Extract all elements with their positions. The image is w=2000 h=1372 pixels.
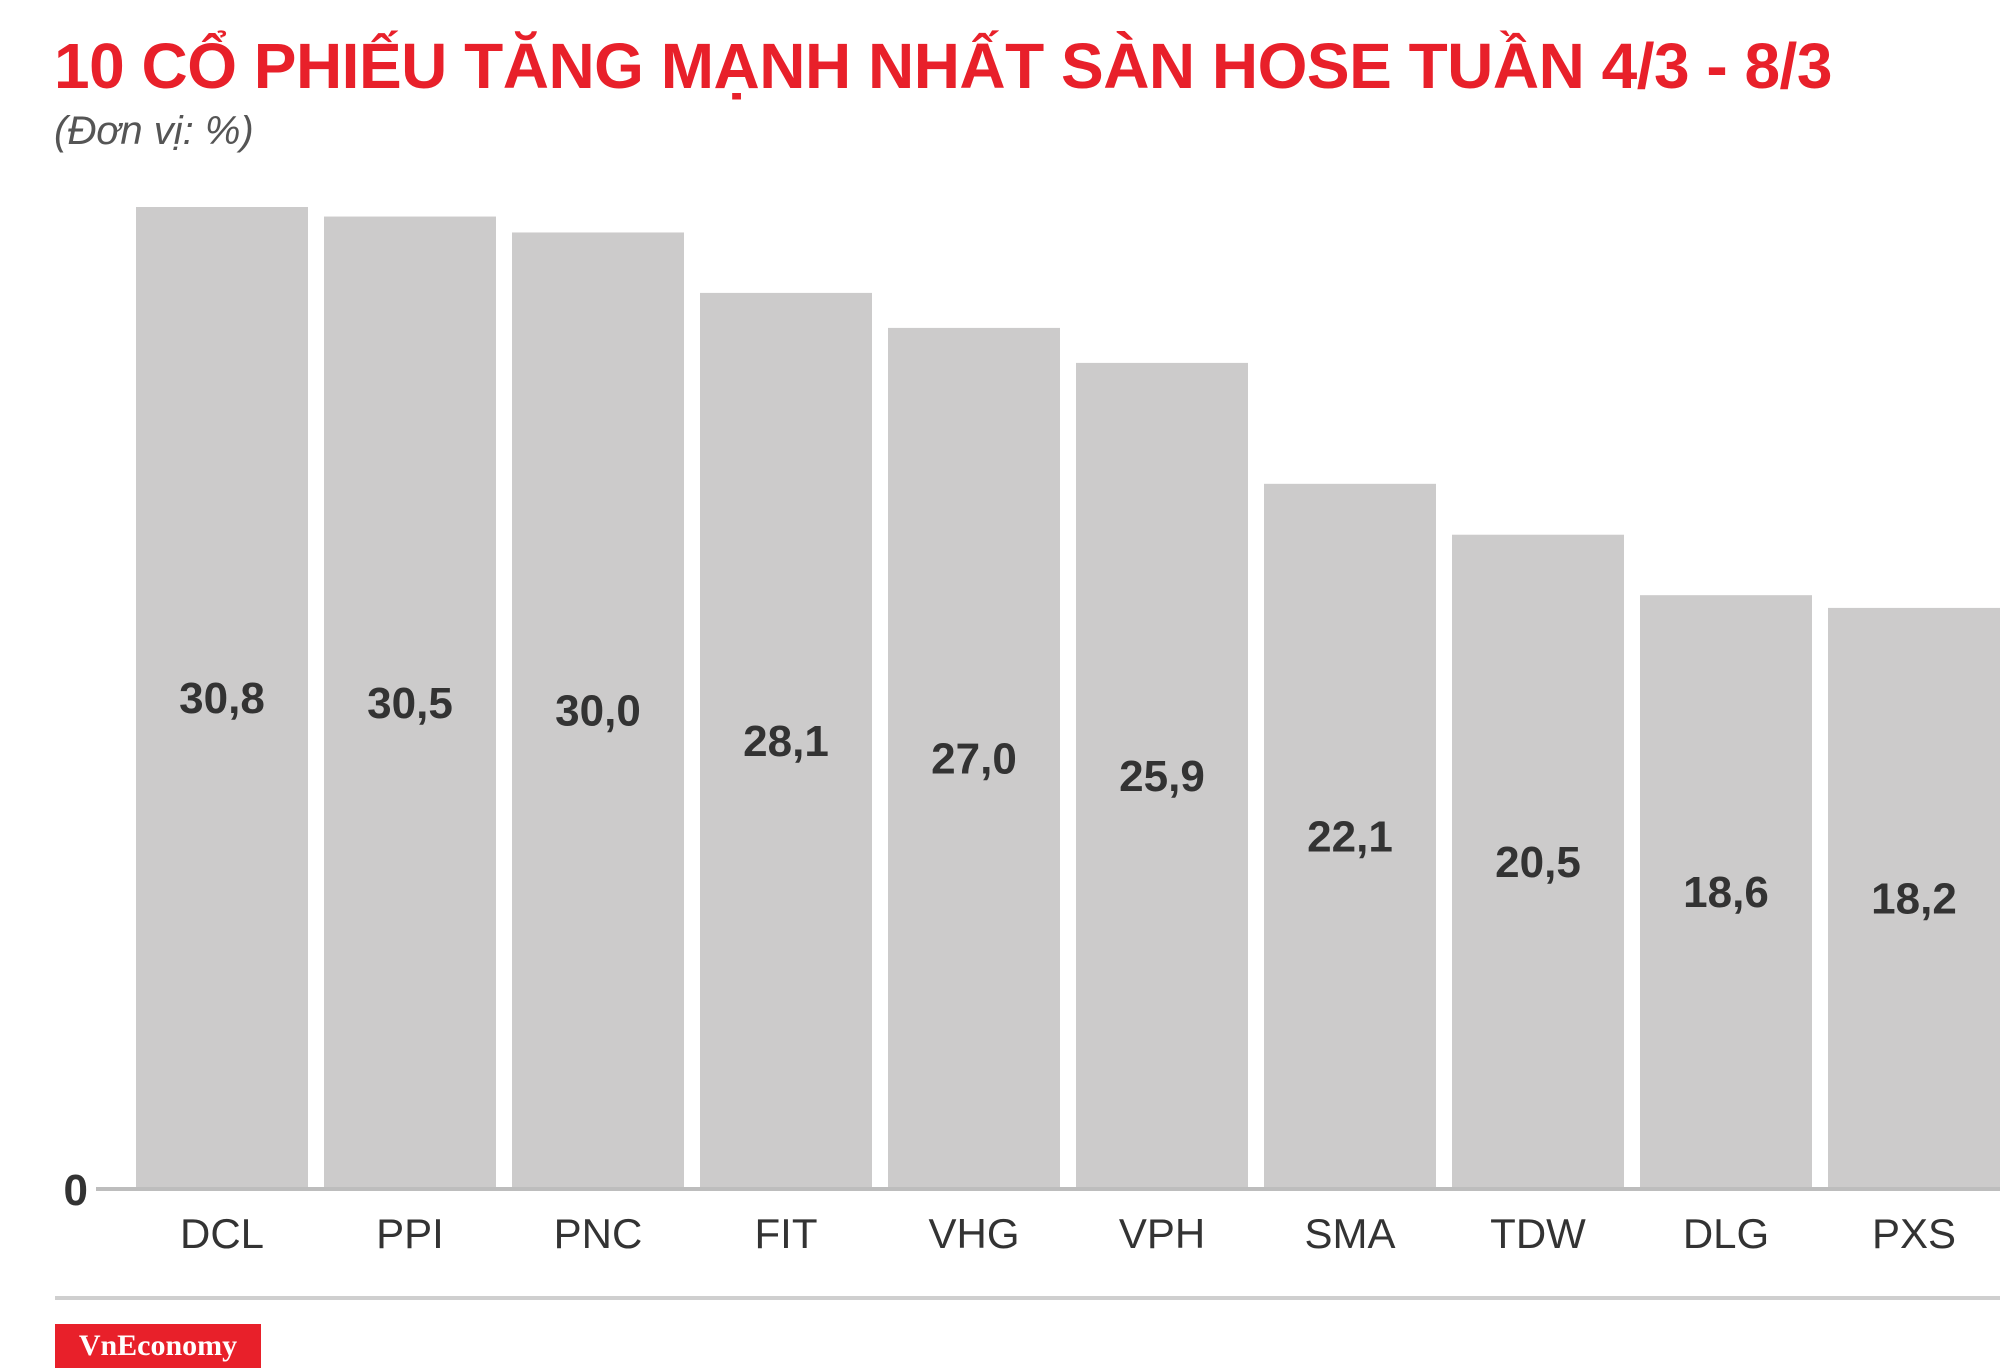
bar-tdw [1452, 534, 1624, 1187]
value-label-vph: 25,9 [1119, 752, 1205, 801]
bar-pnc [512, 232, 684, 1188]
bar-dcl [136, 207, 308, 1187]
category-label-pxs: PXS [1872, 1210, 1956, 1257]
bar-vph [1076, 362, 1248, 1188]
category-label-pnc: PNC [554, 1210, 643, 1257]
footer-divider [55, 1296, 2000, 1300]
category-label-dcl: DCL [180, 1210, 264, 1257]
value-label-tdw: 20,5 [1495, 838, 1581, 887]
value-label-ppi: 30,5 [367, 679, 453, 728]
bar-vhg [888, 327, 1060, 1188]
category-labels-group: DCL PPI PNC FIT VHG VPH SMA TDW DLG PXS [180, 1210, 1956, 1257]
bar-ppi [324, 216, 496, 1187]
bar-fit [700, 292, 872, 1188]
category-label-tdw: TDW [1490, 1210, 1586, 1257]
value-label-dcl: 30,8 [179, 674, 265, 723]
bar-sma [1264, 483, 1436, 1187]
bars-group [136, 207, 2000, 1188]
category-label-dlg: DLG [1683, 1210, 1769, 1257]
category-label-vhg: VHG [928, 1210, 1019, 1257]
chart-title: 10 CỔ PHIẾU TĂNG MẠNH NHẤT SÀN HOSE TUẦN… [54, 30, 1832, 102]
category-label-vph: VPH [1119, 1210, 1205, 1257]
category-label-fit: FIT [755, 1210, 818, 1257]
bar-chart: 30,8 30,5 30,0 28,1 27,0 25,9 22,1 20,5 18,6 18,2… [64, 207, 2000, 1257]
value-label-sma: 22,1 [1307, 812, 1393, 861]
value-label-pxs: 18,2 [1871, 874, 1957, 923]
bar-pxs [1828, 607, 2000, 1187]
value-label-vhg: 27,0 [931, 734, 1017, 783]
value-label-fit: 28,1 [743, 717, 829, 766]
brand-logo: VnEconomy [55, 1324, 261, 1368]
value-labels-group: 30,8 30,5 30,0 28,1 27,0 25,9 22,1 20,5 18,6 18,2 [179, 674, 1957, 923]
chart-subtitle: (Đơn vị: %) [54, 109, 254, 153]
value-label-pnc: 30,0 [555, 687, 641, 736]
category-label-ppi: PPI [376, 1210, 444, 1257]
value-label-dlg: 18,6 [1683, 868, 1769, 917]
bar-dlg [1640, 595, 1812, 1187]
category-label-sma: SMA [1304, 1210, 1395, 1257]
y-tick-label-0: 0 [64, 1166, 88, 1215]
